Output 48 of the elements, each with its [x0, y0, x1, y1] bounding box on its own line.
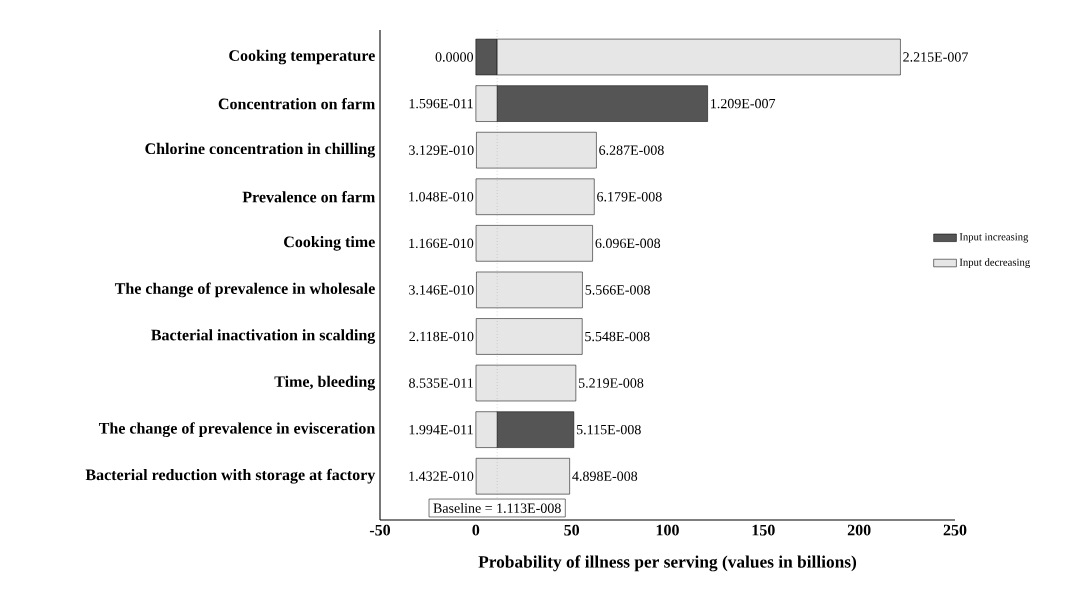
annotation: 8.535E-011	[409, 378, 473, 388]
annotation: 3.129E-010	[409, 145, 474, 155]
bar	[475, 458, 570, 495]
x-tick-label: 100	[656, 524, 679, 536]
annotation: 6.179E-008	[597, 192, 662, 202]
bar	[475, 225, 593, 262]
y-tick-label: Chlorine concentration in chilling	[145, 142, 376, 158]
y-tick-label: Time, bleeding	[274, 375, 376, 391]
x-tick-label: 250	[943, 524, 967, 536]
legend-label: Input increasing	[959, 233, 1029, 243]
annotation: 1.048E-010	[409, 192, 474, 202]
legend-label: Input decreasing	[959, 258, 1030, 269]
bar	[475, 364, 577, 402]
annotation: 2.118E-010	[409, 331, 474, 342]
annotation: 1.166E-010	[409, 238, 474, 249]
bar	[475, 178, 595, 215]
annotation: 5.115E-008	[576, 424, 641, 435]
y-tick-label: Bacterial inactivation in scalding	[151, 329, 376, 344]
y-tick-label: Cooking time	[284, 236, 375, 251]
annotation: 3.146E-010	[409, 285, 474, 295]
x-tick-label: 200	[847, 524, 871, 536]
bar	[475, 318, 583, 355]
x-axis-title: Probability of illness per serving (values in billions)	[478, 555, 857, 572]
annotation: 2.215E-007	[903, 52, 968, 62]
x-tick-label: 50	[564, 524, 580, 536]
annotation: 1.596E-011	[409, 98, 473, 109]
annotation: 6.096E-008	[595, 238, 661, 249]
annotation: Baseline = 1.113E-008	[433, 503, 561, 513]
annotation: 5.548E-008	[585, 331, 650, 342]
y-tick-label: The change of prevalence in wholesale	[114, 282, 375, 298]
y-tick-label: Concentration on farm	[218, 97, 375, 110]
y-tick-label: Bacterial reduction with storage at factory	[85, 468, 376, 484]
annotation: 4.898E-008	[572, 471, 638, 481]
annotation: 1.994E-011	[409, 424, 473, 435]
annotation: 1.209E-007	[711, 98, 776, 109]
y-tick-label: The change of prevalence in evisceration	[98, 422, 376, 438]
x-tick-label: 0	[472, 524, 480, 536]
annotation: 5.566E-008	[585, 285, 650, 295]
annotation: 1.432E-010	[409, 471, 474, 481]
y-tick-label: Cooking temperature	[229, 49, 375, 65]
x-tick-label: 150	[752, 524, 775, 536]
bar	[476, 271, 583, 309]
annotation: 5.219E-008	[578, 378, 644, 388]
bar	[476, 131, 597, 169]
y-tick-label: Prevalence on farm	[242, 191, 376, 203]
annotation: 6.287E-008	[599, 145, 664, 155]
annotation: 0.0000	[435, 52, 474, 62]
x-tick-label: -50	[369, 524, 391, 536]
